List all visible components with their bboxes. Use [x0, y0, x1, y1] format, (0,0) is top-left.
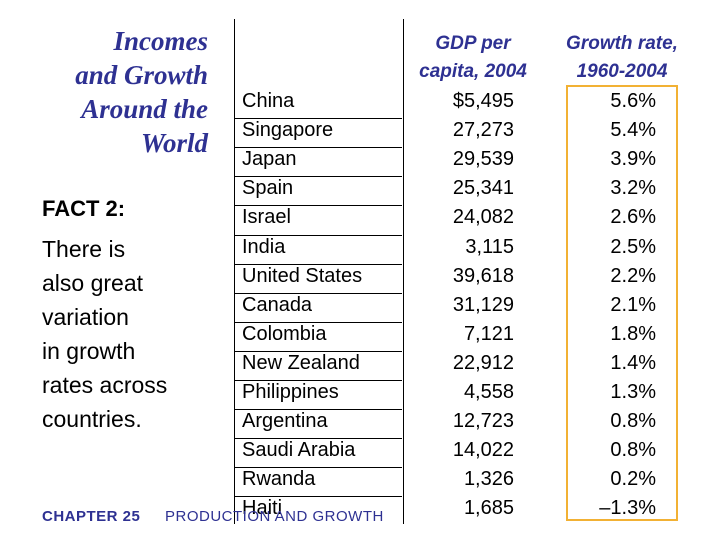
gdp-header-line: capita, 2004 [419, 61, 527, 82]
gdp-cell: 25,341 [452, 177, 514, 200]
growth-cell: 0.2% [610, 468, 656, 491]
growth-cell: 3.9% [610, 148, 656, 171]
row-divider [234, 292, 402, 294]
country-cell: Singapore [242, 119, 334, 142]
growth-header-line: 1960-2004 [576, 61, 668, 82]
row-divider [234, 321, 402, 323]
fact-description: There is also great variation in growth … [42, 232, 217, 436]
row-divider [234, 176, 402, 178]
growth-cell: 2.2% [610, 264, 656, 287]
row-divider [234, 409, 402, 411]
row-divider [234, 438, 402, 440]
row-divider [234, 467, 402, 469]
country-cell: Philippines [242, 381, 339, 403]
country-cell: Argentina [242, 410, 328, 433]
country-column-frame [234, 19, 404, 524]
country-cell: China [242, 90, 295, 112]
gdp-cell: 29,539 [452, 148, 514, 171]
country-cell: New Zealand [242, 351, 360, 374]
gdp-cell: 24,082 [452, 206, 514, 229]
growth-cell: 1.3% [610, 381, 656, 403]
growth-cell: 5.4% [610, 119, 656, 142]
gdp-cell: 31,129 [452, 293, 514, 316]
slide-title: Incomes and Growth Around the World [8, 24, 208, 160]
gdp-header-line: GDP per [435, 33, 511, 54]
fact-line: variation [42, 304, 129, 330]
country-cell: Saudi Arabia [242, 439, 356, 462]
country-cell: India [242, 235, 286, 258]
growth-cell: 0.8% [610, 410, 656, 433]
gdp-cell: 14,022 [452, 439, 514, 462]
title-line: World [140, 128, 208, 158]
fact-label: FACT 2: [42, 196, 126, 221]
country-cell: Haiti [242, 497, 283, 520]
country-cell: Spain [242, 177, 294, 200]
growth-header-line: Growth rate, [566, 33, 678, 54]
gdp-header: GDP per capita, 2004 [408, 30, 538, 86]
gdp-cell: 1,326 [463, 468, 514, 491]
row-divider [234, 380, 402, 381]
country-cell: Colombia [242, 322, 327, 345]
fact-line: also great [42, 270, 144, 296]
title-line: Around the [81, 94, 208, 124]
fact-line: rates across [42, 372, 168, 398]
row-divider [234, 118, 402, 120]
row-divider [234, 205, 402, 207]
fact-line: countries. [42, 406, 142, 432]
footer-chapter-name: PRODUCTION AND GROWTH [165, 508, 384, 525]
country-cell: Israel [242, 206, 291, 229]
growth-cell: 0.8% [610, 439, 656, 462]
growth-cell: –1.3% [599, 497, 656, 520]
growth-cell: 5.6% [610, 90, 656, 112]
gdp-cell: $5,495 [452, 90, 514, 112]
growth-header: Growth rate, 1960-2004 [552, 30, 692, 86]
row-divider [234, 350, 402, 352]
gdp-cell: 27,273 [452, 119, 514, 142]
growth-cell: 3.2% [610, 177, 656, 200]
gdp-cell: 39,618 [452, 264, 514, 287]
gdp-cell: 12,723 [452, 410, 514, 433]
row-divider [234, 496, 402, 498]
growth-highlight-box [566, 85, 678, 521]
row-divider [234, 234, 402, 236]
growth-cell: 1.8% [610, 322, 656, 345]
gdp-cell: 4,558 [463, 381, 514, 403]
country-cell: Japan [242, 148, 297, 171]
fact-line: in growth [42, 338, 136, 364]
growth-cell: 2.1% [610, 293, 656, 316]
title-line: Incomes [113, 26, 209, 56]
country-cell: Canada [242, 293, 313, 316]
footer-chapter: CHAPTER 25 [42, 508, 141, 525]
gdp-cell: 7,121 [463, 322, 514, 345]
title-line: and Growth [75, 60, 208, 90]
row-divider [234, 147, 402, 149]
gdp-cell: 22,912 [452, 351, 514, 374]
fact-line: There is [42, 236, 126, 262]
growth-cell: 1.4% [610, 351, 656, 374]
gdp-cell: 1,685 [463, 497, 514, 520]
row-divider [234, 263, 402, 265]
country-cell: United States [242, 264, 363, 287]
growth-cell: 2.5% [610, 235, 656, 258]
growth-cell: 2.6% [610, 206, 656, 229]
gdp-cell: 3,115 [465, 235, 514, 258]
country-cell: Rwanda [242, 468, 316, 491]
